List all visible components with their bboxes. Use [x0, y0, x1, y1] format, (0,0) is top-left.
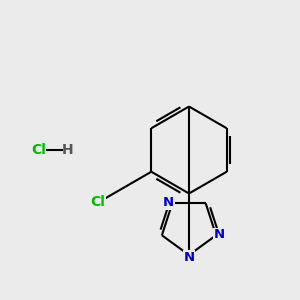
- Text: N: N: [214, 228, 225, 241]
- Text: N: N: [183, 251, 195, 264]
- Text: H: H: [62, 143, 73, 157]
- Text: N: N: [163, 196, 174, 209]
- Text: Cl: Cl: [32, 143, 46, 157]
- Text: Cl: Cl: [91, 195, 106, 209]
